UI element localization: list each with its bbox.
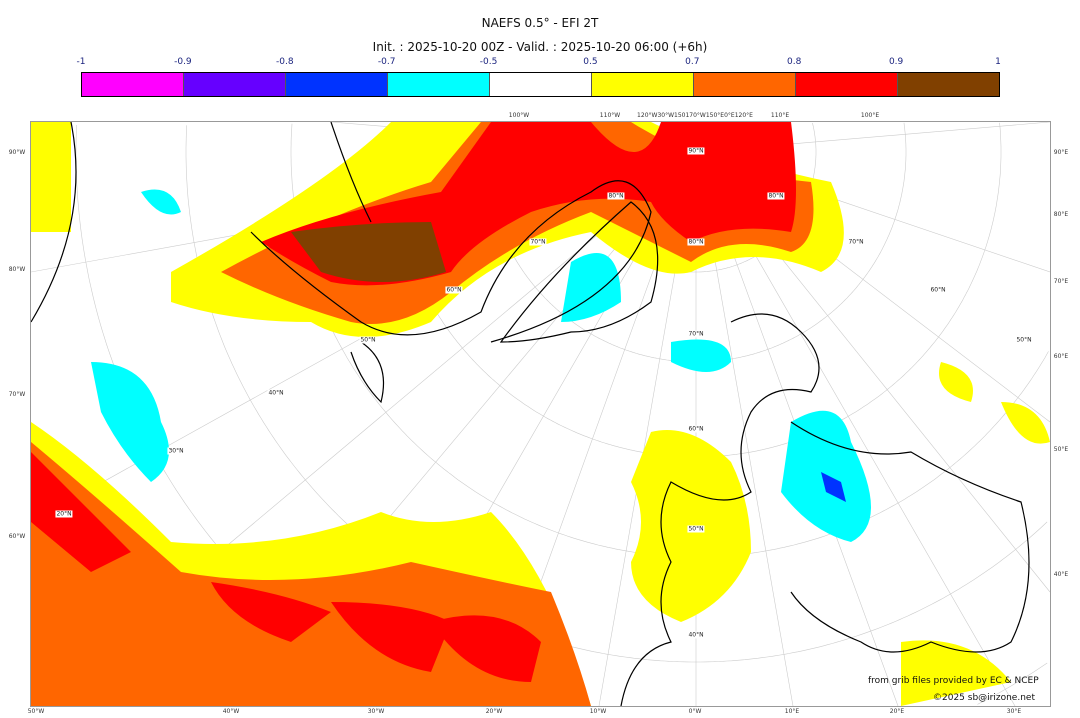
efi-map: 90°N 80°N 80°N 80°N 70°N 70°N 70°N 60°N 60°N 60°N… xyxy=(30,121,1051,707)
left-longitude-label: 60°W xyxy=(8,533,26,540)
bottom-longitude-label: 10°W xyxy=(589,708,607,715)
copyright-credit: ©2025 sb@irizone.net xyxy=(933,693,1035,703)
data-source-credit: from grib files provided by EC & NCEP xyxy=(868,676,1039,686)
latitude-label: 70°N xyxy=(847,238,865,246)
top-longitude-label: 100°W xyxy=(508,112,530,119)
top-longitude-label: 110°E xyxy=(770,112,790,119)
top-longitude-label: 110°W xyxy=(599,112,621,119)
left-longitude-label: 80°W xyxy=(8,266,26,273)
map-subtitle: Init. : 2025-10-20 00Z - Valid. : 2025-1… xyxy=(372,40,708,54)
latitude-label: 50°N xyxy=(359,336,377,344)
colorbar-segment xyxy=(286,73,388,96)
latitude-label: 80°N xyxy=(607,192,625,200)
map-title: NAEFS 0.5° - EFI 2T xyxy=(481,16,599,30)
colorbar-tick: -0.8 xyxy=(275,57,294,67)
latitude-label: 30°N xyxy=(167,447,185,455)
colorbar-tick: -0.5 xyxy=(479,57,498,67)
bottom-longitude-label: 50°W xyxy=(27,708,45,715)
latitude-label: 60°N xyxy=(929,286,947,294)
colorbar-tick: 0.5 xyxy=(583,57,598,67)
colorbar-tick: 0.9 xyxy=(888,57,904,67)
map-canvas xyxy=(31,122,1050,706)
colorbar-tick: 0.8 xyxy=(787,57,802,67)
right-longitude-label: 80°E xyxy=(1053,211,1069,218)
left-longitude-label: 90°W xyxy=(8,149,26,156)
colorbar-tick: 0.7 xyxy=(685,57,700,67)
colorbar-segment xyxy=(796,73,898,96)
latitude-label: 70°N xyxy=(687,330,705,338)
latitude-label: 70°N xyxy=(529,238,547,246)
colorbar-segment xyxy=(898,73,999,96)
latitude-label: 90°N xyxy=(687,147,705,155)
bottom-longitude-label: 0°W xyxy=(688,708,702,715)
left-longitude-label: 70°W xyxy=(8,391,26,398)
coastlines xyxy=(31,122,1030,706)
colorbar-tick: 1 xyxy=(995,57,1001,67)
bottom-longitude-label: 10°E xyxy=(784,708,800,715)
latitude-label: 50°N xyxy=(1015,336,1033,344)
colorbar-segment xyxy=(490,73,592,96)
right-longitude-label: 70°E xyxy=(1053,278,1069,285)
colorbar xyxy=(81,72,1000,97)
colorbar-tick: -0.7 xyxy=(377,57,396,67)
top-longitude-label: 100°E xyxy=(860,112,880,119)
right-longitude-label: 50°E xyxy=(1053,446,1069,453)
colorbar-segment xyxy=(184,73,286,96)
colorbar-segment xyxy=(82,73,184,96)
right-longitude-label: 90°E xyxy=(1053,149,1069,156)
latitude-label: 40°N xyxy=(687,631,705,639)
right-longitude-label: 40°E xyxy=(1053,571,1069,578)
colorbar-segment xyxy=(592,73,694,96)
top-longitude-label: 120°W30°W150170°W150°E0°E120°E xyxy=(637,112,753,119)
bottom-longitude-label: 20°E xyxy=(889,708,905,715)
latitude-label: 50°N xyxy=(687,525,705,533)
bottom-longitude-label: 20°W xyxy=(485,708,503,715)
latitude-label: 60°N xyxy=(445,286,463,294)
colorbar-tick: -1 xyxy=(76,57,86,67)
bottom-longitude-label: 40°W xyxy=(222,708,240,715)
bottom-longitude-label: 30°W xyxy=(367,708,385,715)
bottom-longitude-label: 30°E xyxy=(1006,708,1022,715)
colorbar-segment xyxy=(694,73,796,96)
efi-fields xyxy=(31,122,1050,706)
colorbar-tick: -0.9 xyxy=(174,57,192,67)
right-longitude-label: 60°E xyxy=(1053,353,1069,360)
latitude-label: 60°N xyxy=(687,425,705,433)
colorbar-segment xyxy=(388,73,490,96)
latitude-label: 80°N xyxy=(687,238,705,246)
latitude-label: 40°N xyxy=(267,389,285,397)
latitude-label: 80°N xyxy=(767,192,785,200)
latitude-label: 20°N xyxy=(55,510,73,518)
